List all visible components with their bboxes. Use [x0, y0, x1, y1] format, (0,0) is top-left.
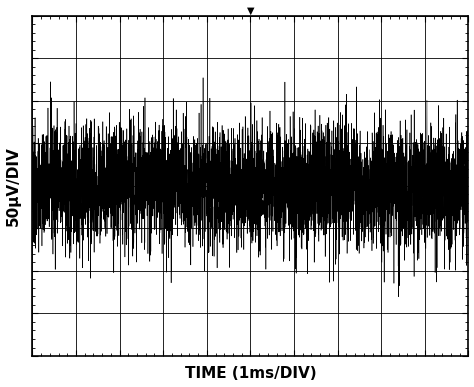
Y-axis label: 50μV/DIV: 50μV/DIV — [6, 146, 20, 226]
Text: ▼: ▼ — [246, 5, 254, 15]
X-axis label: TIME (1ms/DIV): TIME (1ms/DIV) — [184, 366, 316, 382]
